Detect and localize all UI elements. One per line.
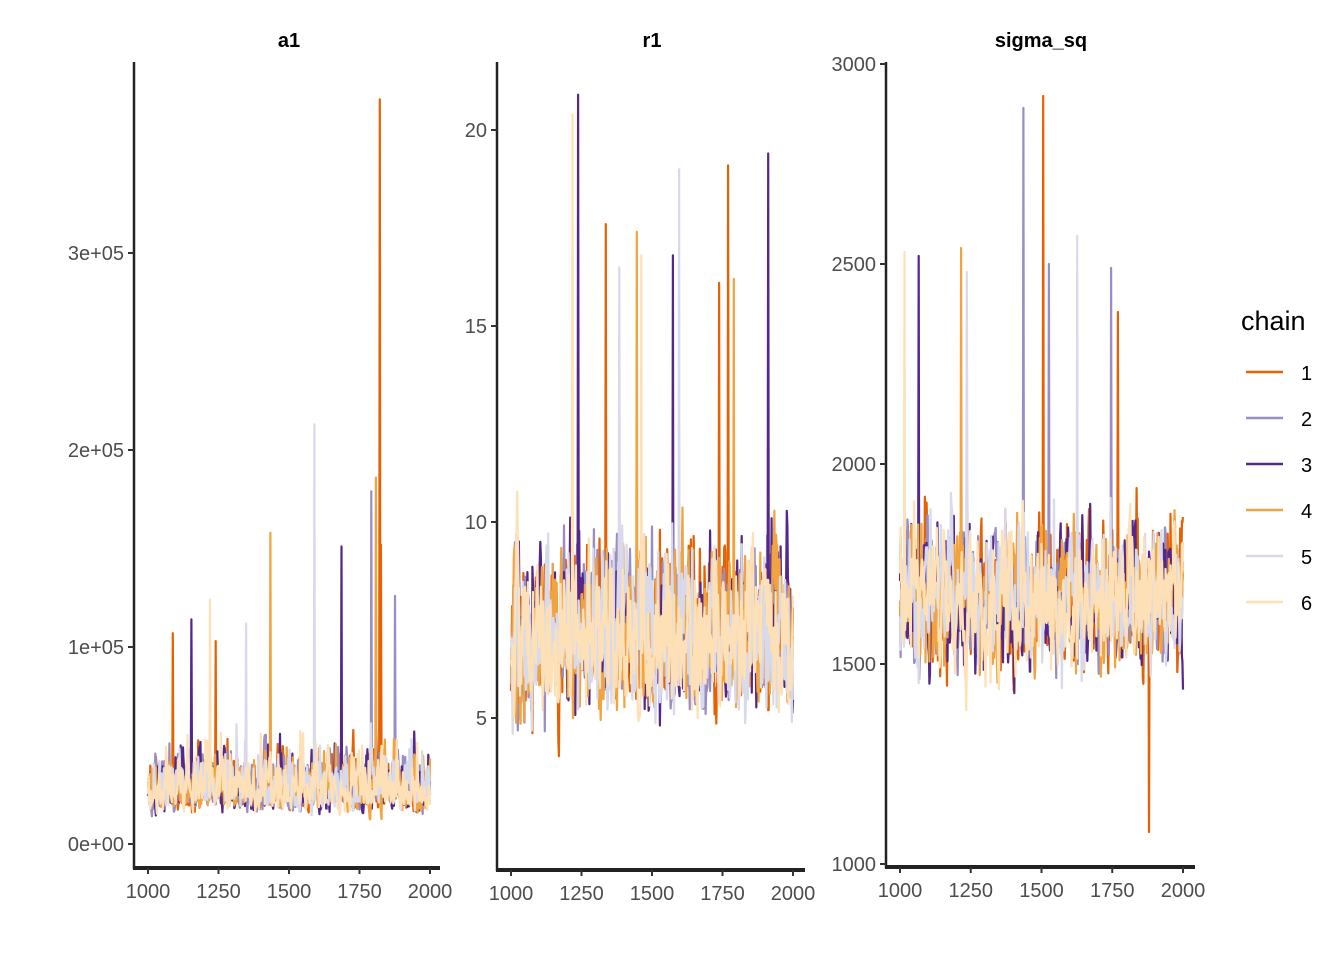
series-lines (898, 94, 1185, 834)
facet-title-r1: r1 (643, 30, 662, 52)
x-tick-label: 1500 (267, 881, 312, 903)
facet-panel-sigma-sq: sigma_sq 1000 1500 2000 2500 3000 1000 1250 150… (832, 30, 1206, 902)
legend-label: 4 (1301, 501, 1312, 523)
y-tick-label: 15 (465, 316, 487, 338)
x-tick-label: 1750 (1090, 880, 1135, 902)
series-line-chain-5 (509, 168, 795, 735)
series-line-chain-6 (509, 113, 795, 723)
x-tick-label: 2000 (771, 883, 816, 905)
x-tick-label: 2000 (408, 881, 453, 903)
y-tick-label: 0e+00 (68, 834, 124, 856)
legend-item-chain-4: 4 (1246, 501, 1312, 523)
legend-item-chain-2: 2 (1246, 409, 1312, 431)
axes: 1000 1500 2000 2500 3000 1000 1250 1500 1750 2000 (832, 54, 1206, 902)
x-tick-label: 1000 (126, 881, 171, 903)
x-tick-label: 1250 (949, 880, 994, 902)
y-tick-label: 20 (465, 120, 487, 142)
x-tick-label: 2000 (1161, 880, 1206, 902)
legend-item-chain-3: 3 (1246, 455, 1312, 477)
x-tick-label: 1500 (1019, 880, 1064, 902)
facet-title-sigma-sq: sigma_sq (995, 30, 1087, 52)
legend-item-chain-5: 5 (1246, 547, 1312, 569)
x-tick-label: 1500 (630, 883, 675, 905)
facet-title-a1: a1 (278, 30, 300, 52)
y-tick-label: 5 (476, 708, 487, 730)
legend-title: chain (1241, 306, 1306, 336)
y-tick-label: 10 (465, 512, 487, 534)
x-tick-label: 1000 (878, 880, 923, 902)
series-line-chain-1 (898, 94, 1185, 834)
y-tick-label: 3000 (832, 54, 877, 76)
x-tick-label: 1000 (489, 883, 534, 905)
facet-panel-a1: a1 0e+00 1e+05 2e+05 3e+05 1000 1250 1500 1750 2… (68, 30, 452, 903)
x-tick-label: 1250 (196, 881, 241, 903)
x-tick-label: 1750 (700, 883, 745, 905)
axes: 0e+00 1e+05 2e+05 3e+05 1000 1250 1500 1750 2000 (68, 62, 452, 903)
axes: 5 10 15 20 1000 1250 1500 1750 2000 (465, 62, 816, 905)
facet-panel-r1: r1 5 10 15 20 1000 1250 1500 1750 2000 (465, 30, 816, 905)
x-tick-label: 1750 (337, 881, 382, 903)
y-tick-label: 2e+05 (68, 440, 124, 462)
legend-label: 3 (1301, 455, 1312, 477)
legend-label: 5 (1301, 547, 1312, 569)
series-line-chain-6 (898, 250, 1185, 712)
y-tick-label: 2000 (832, 454, 877, 476)
series-lines (509, 93, 795, 758)
y-tick-label: 1000 (832, 854, 877, 876)
legend-label: 1 (1301, 363, 1312, 385)
legend-label: 2 (1301, 409, 1312, 431)
y-tick-label: 2500 (832, 254, 877, 276)
series-line-chain-6 (146, 598, 432, 817)
legend-label: 6 (1301, 593, 1312, 615)
y-tick-label: 1500 (832, 654, 877, 676)
series-lines (146, 98, 432, 821)
legend-item-chain-1: 1 (1246, 363, 1312, 385)
x-tick-label: 1250 (559, 883, 604, 905)
legend: chain 1 2 3 4 5 6 (1241, 306, 1312, 615)
legend-item-chain-6: 6 (1246, 593, 1312, 615)
y-tick-label: 1e+05 (68, 637, 124, 659)
y-tick-label: 3e+05 (68, 243, 124, 265)
